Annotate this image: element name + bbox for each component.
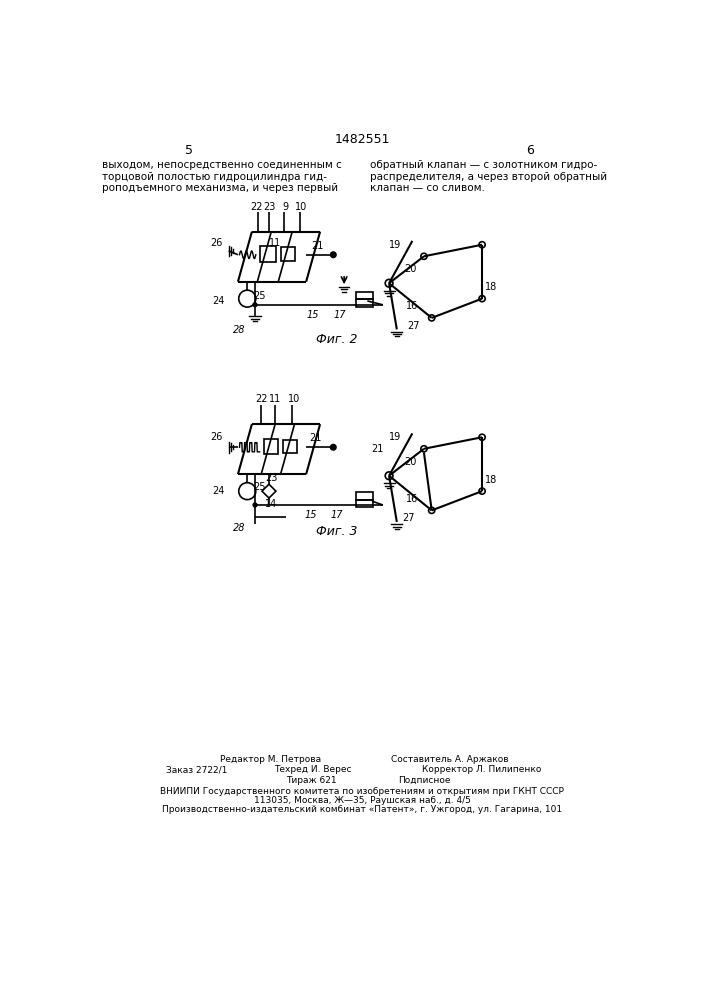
Text: обратный клапан — с золотником гидро-
распределителя, а через второй обратный
кл: обратный клапан — с золотником гидро- ра… [370,160,607,193]
Text: 20: 20 [404,264,417,274]
Text: 11: 11 [269,394,281,404]
Text: 21: 21 [309,433,322,443]
Text: 6: 6 [526,144,534,157]
Text: 10: 10 [296,202,308,212]
Bar [259,246,276,262]
Text: 23: 23 [263,202,275,212]
Text: Составитель А. Аржаков: Составитель А. Аржаков [391,755,508,764]
Text: 27: 27 [408,321,420,331]
Circle shape [331,252,336,257]
Text: 16: 16 [407,301,419,311]
Text: 28: 28 [233,325,246,335]
Text: 25: 25 [253,291,266,301]
Text: 26: 26 [210,432,223,442]
Text: 18: 18 [485,475,498,485]
Text: 28: 28 [233,523,246,533]
Text: Техред И. Верес: Техред И. Верес [274,765,352,774]
Text: 26: 26 [210,238,223,248]
Text: 16: 16 [407,494,419,504]
Text: 24: 24 [212,296,225,306]
Text: Корректор Л. Пилипенко: Корректор Л. Пилипенко [421,765,541,774]
Bar [356,292,373,299]
Text: 24: 24 [212,486,225,496]
Text: 9: 9 [282,202,288,212]
Text: Фиг. 3: Фиг. 3 [315,525,357,538]
Text: 113035, Москва, Ж—35, Раушская наб., д. 4/5: 113035, Москва, Ж—35, Раушская наб., д. … [254,796,470,805]
Text: 5: 5 [185,144,193,157]
Polygon shape [262,484,276,498]
Circle shape [253,303,257,307]
Text: 19: 19 [389,432,402,442]
Text: 23: 23 [265,473,277,483]
Text: выходом, непосредственно соединенным с
торцовой полостью гидроцилиндра гид-
ропо: выходом, непосредственно соединенным с т… [103,160,342,193]
Text: Редактор М. Петрова: Редактор М. Петрова [220,755,321,764]
Text: Производственно-издательский комбинат «Патент», г. Ужгород, ул. Гагарина, 101: Производственно-издательский комбинат «П… [162,805,562,814]
Text: 11: 11 [269,238,281,248]
Text: Тираж 621: Тираж 621 [286,776,337,785]
Text: 17: 17 [334,310,346,320]
Bar [356,500,373,507]
Text: ВНИИПИ Государственного комитета по изобретениям и открытиям при ГКНТ СССР: ВНИИПИ Государственного комитета по изоб… [160,787,564,796]
Bar [281,247,295,261]
Text: 1482551: 1482551 [334,133,390,146]
Text: 17: 17 [330,510,343,520]
Circle shape [253,503,257,507]
Text: 22: 22 [250,202,263,212]
Text: 21: 21 [371,444,384,454]
Text: 15: 15 [305,510,317,520]
Text: Подписное: Подписное [398,776,451,785]
Text: 20: 20 [404,457,417,467]
Text: 14: 14 [265,499,277,509]
Bar [283,440,297,453]
Text: Фиг. 2: Фиг. 2 [315,333,357,346]
Text: 22: 22 [255,394,267,404]
Bar [356,492,373,500]
Text: 15: 15 [307,310,320,320]
Circle shape [331,445,336,450]
Bar [356,299,373,307]
Text: 21: 21 [312,241,324,251]
Text: Заказ 2722/1: Заказ 2722/1 [166,765,227,774]
Text: 10: 10 [288,394,300,404]
Text: 18: 18 [485,282,498,292]
Text: 25: 25 [253,482,266,492]
Bar [264,439,279,454]
Text: 19: 19 [389,240,402,250]
Text: 27: 27 [402,513,415,523]
